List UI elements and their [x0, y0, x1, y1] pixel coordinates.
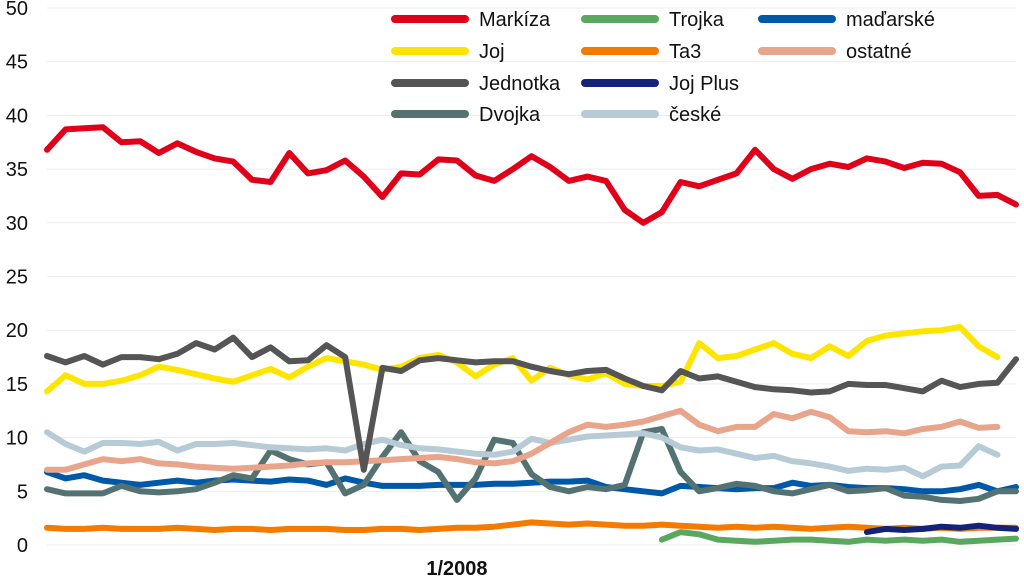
grid	[47, 7, 1016, 546]
series-line-české	[44, 429, 1001, 480]
y-tick-label: 50	[6, 0, 28, 20]
y-tick-label: 20	[6, 320, 28, 342]
legend-label: Markíza	[479, 9, 551, 31]
series-line-joj-plus	[863, 522, 1019, 536]
y-tick-label: 45	[6, 52, 28, 74]
legend-label: ostatné	[846, 41, 912, 63]
legend-label: maďarské	[846, 9, 935, 31]
legend: Markíza Joj Jednotka Dvojka Trojka Ta3 Joj Plu…	[391, 9, 935, 126]
y-tick-label: 40	[6, 105, 28, 127]
legend-label: Dvojka	[479, 104, 541, 126]
legend-label: Ta3	[669, 41, 701, 63]
legend-label: Trojka	[669, 9, 725, 31]
y-tick-label: 5	[17, 481, 28, 503]
y-tick-label: 25	[6, 267, 28, 289]
y-axis: 0 5 10 15 20 25 30 35 40 45 50	[6, 0, 28, 557]
y-tick-label: 35	[6, 159, 28, 181]
y-tick-label: 10	[6, 428, 28, 450]
series-line-dvojka	[44, 426, 1019, 504]
legend-label: Joj Plus	[669, 73, 739, 95]
legend-label: Joj	[479, 41, 505, 63]
y-tick-label: 0	[17, 535, 28, 557]
legend-label: české	[669, 104, 721, 126]
series-line-markíza	[44, 124, 1019, 226]
series-line-joj	[44, 324, 1001, 395]
series-line-maďarské	[44, 469, 1019, 497]
y-tick-label: 30	[6, 213, 28, 235]
series-line-jednotka	[44, 334, 1019, 473]
series-line-ostatné	[44, 407, 1001, 473]
series-lines	[44, 124, 1019, 545]
x-tick-label: 1/2008	[426, 558, 487, 578]
y-tick-label: 15	[6, 374, 28, 396]
series-line-ta3	[44, 519, 1019, 533]
legend-label: Jednotka	[479, 73, 561, 95]
series-line-trojka	[658, 529, 1019, 545]
x-axis: 1/200812/2008	[426, 558, 487, 578]
